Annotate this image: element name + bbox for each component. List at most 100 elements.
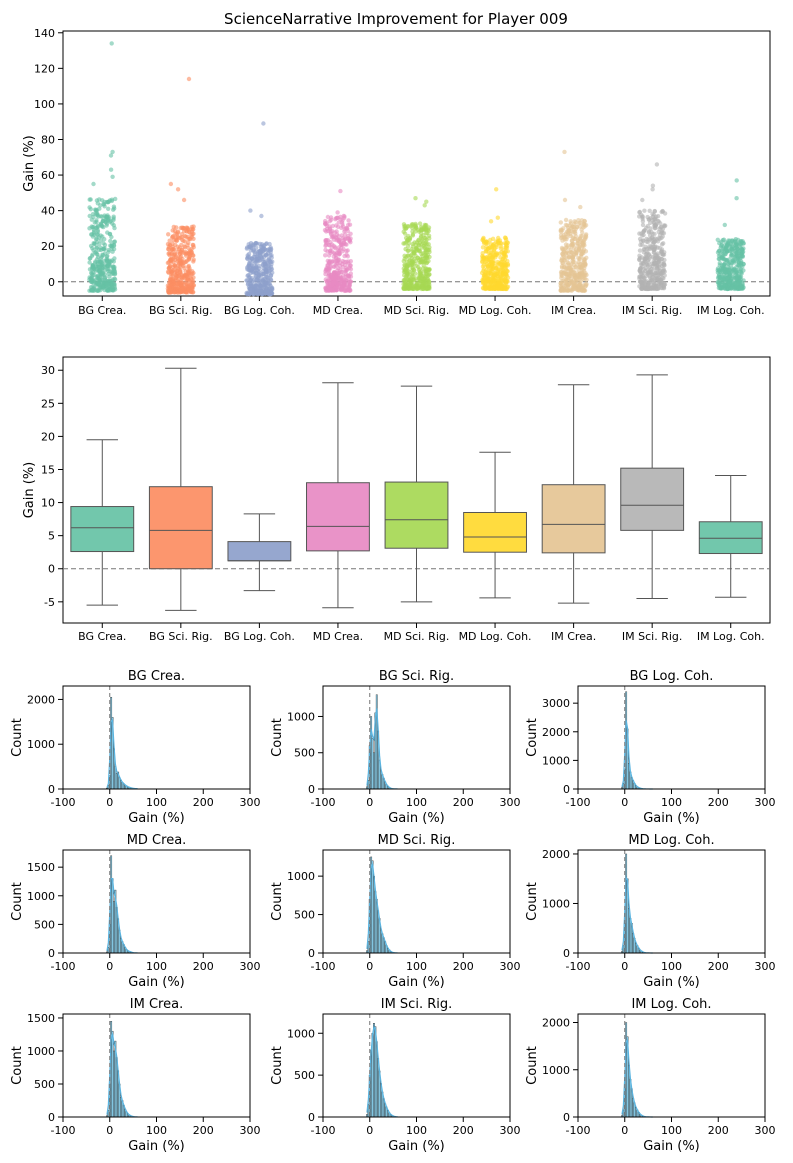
strip-point — [334, 273, 340, 278]
histogram-title: MD Crea. — [127, 833, 187, 848]
strip-point — [740, 249, 746, 254]
strip-point — [92, 207, 98, 212]
strip-point — [414, 246, 419, 251]
strip-point — [94, 288, 99, 293]
strip-point — [178, 282, 184, 288]
strip-point — [269, 262, 274, 267]
strip-point — [583, 282, 588, 287]
strip-outlier-point — [495, 215, 500, 220]
strip-point — [328, 274, 333, 279]
strip-point — [416, 227, 421, 233]
strip-point — [338, 278, 343, 284]
strip-point — [736, 286, 741, 291]
strip-point — [322, 228, 328, 233]
strip-point — [166, 232, 171, 237]
x-tick-label: BG Crea. — [78, 304, 126, 317]
strip-point — [104, 254, 110, 259]
histogram-title: BG Sci. Rig. — [379, 669, 454, 684]
strip-point — [248, 267, 253, 272]
y-tick-label: 0 — [308, 1111, 315, 1124]
strip-point — [191, 236, 196, 241]
strip-point — [257, 278, 262, 283]
y-tick-label: -5 — [44, 596, 55, 609]
strip-point — [268, 247, 273, 253]
strip-point — [108, 243, 113, 248]
strip-point — [96, 235, 102, 240]
strip-outlier-point — [562, 197, 568, 203]
strip-point — [172, 285, 178, 290]
strip-point — [650, 231, 655, 237]
strip-point — [106, 282, 111, 287]
strip-point — [187, 236, 192, 241]
strip-point — [427, 285, 432, 290]
y-tick-label: 1000 — [287, 870, 315, 883]
strip-outlier-point — [578, 204, 583, 210]
strip-outlier-point — [413, 196, 418, 201]
strip-point — [727, 238, 732, 243]
strip-point — [247, 282, 253, 287]
strip-point — [253, 270, 258, 276]
strip-point — [490, 251, 496, 256]
strip-point — [485, 264, 491, 269]
x-axis-label: Gain (%) — [643, 975, 700, 990]
strip-point — [113, 196, 118, 202]
x-tick-label: 300 — [755, 1124, 776, 1137]
histogram-bar — [371, 738, 374, 790]
x-tick-label: 300 — [240, 960, 261, 973]
strip-point — [563, 276, 568, 281]
y-tick-label: 2000 — [542, 726, 570, 739]
strip-point — [421, 278, 427, 284]
strip-point — [656, 275, 661, 281]
strip-point — [723, 240, 729, 245]
strip-point — [571, 245, 577, 250]
strip-point — [482, 275, 488, 280]
strip-point — [112, 282, 117, 287]
strip-point — [418, 234, 424, 239]
strip-point — [569, 250, 574, 255]
strip-point — [653, 225, 658, 231]
box-rect — [384, 481, 449, 549]
y-tick-label: 1000 — [27, 890, 55, 903]
strip-point — [167, 238, 172, 243]
histogram-bar — [114, 766, 117, 790]
strip-point — [581, 237, 587, 243]
strip-point — [345, 248, 350, 253]
y-tick-label: 20 — [41, 240, 55, 253]
x-tick-label: BG Crea. — [78, 630, 126, 643]
strip-point — [502, 235, 508, 240]
strip-point — [191, 259, 196, 264]
strip-point — [483, 286, 488, 291]
strip-point — [340, 249, 345, 254]
strip-point — [264, 252, 269, 258]
histogram-bar — [113, 1050, 115, 1118]
y-tick-label: 1000 — [27, 1045, 55, 1058]
strip-point — [327, 266, 332, 272]
strip-point — [346, 233, 351, 239]
strip-point — [577, 256, 582, 261]
strip-point — [263, 279, 269, 285]
strip-point — [169, 267, 174, 273]
strip-point — [582, 256, 587, 262]
histogram-axes-frame — [577, 1013, 766, 1118]
strip-point — [188, 280, 193, 285]
strip-point — [91, 214, 96, 220]
strip-point — [652, 260, 658, 265]
y-tick-label: 0 — [563, 1111, 570, 1124]
strip-point — [495, 251, 500, 256]
strip-point — [98, 288, 103, 293]
strip-point — [111, 267, 117, 272]
strip-point — [410, 277, 415, 282]
strip-point — [171, 238, 177, 243]
density-line — [366, 863, 398, 954]
strip-point — [87, 213, 92, 219]
x-axis-label: Gain (%) — [388, 975, 445, 990]
strip-points-6 — [558, 149, 589, 293]
strip-point — [570, 254, 576, 260]
y-tick-label: 60 — [41, 169, 55, 182]
strip-point — [331, 234, 337, 239]
strip-point — [111, 223, 117, 228]
strip-point — [580, 267, 585, 273]
x-tick-label: 200 — [453, 960, 474, 973]
strip-point — [109, 197, 115, 202]
